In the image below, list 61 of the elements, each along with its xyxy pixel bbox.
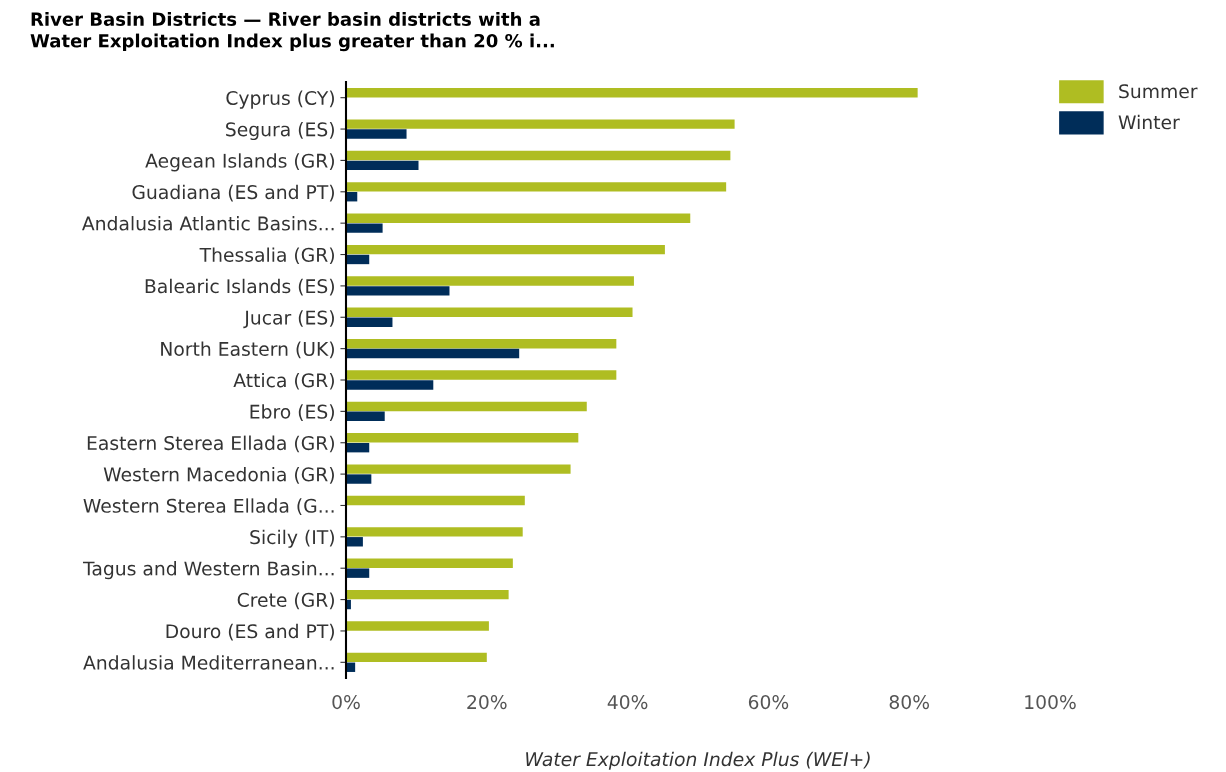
bar — [346, 182, 727, 192]
x-axis-title: Water Exploitation Index Plus (WEI+) — [526, 751, 870, 770]
bar — [346, 558, 513, 568]
bar — [346, 370, 617, 380]
y-tick-label: Douro (ES and PT) — [166, 623, 334, 641]
y-tick-label: Crete (GR) — [237, 592, 334, 610]
bar — [346, 223, 383, 233]
y-tick-label: Aegean Islands (GR) — [145, 153, 334, 172]
bar — [346, 527, 523, 537]
bar — [346, 621, 489, 631]
y-tick-label: Balearic Islands (ES) — [145, 278, 334, 296]
bar — [346, 276, 634, 286]
bar — [346, 338, 617, 349]
x-tick-label: 80% — [889, 695, 929, 710]
y-tick-label: Sicily (IT) — [250, 529, 334, 548]
bar — [346, 652, 487, 663]
bar — [346, 213, 691, 223]
y-tick-label: Attica (GR) — [233, 372, 334, 390]
bar — [346, 129, 407, 139]
y-tick-label: Eastern Sterea Ellada (GR) — [87, 435, 334, 453]
bar — [346, 254, 370, 265]
bar — [346, 495, 525, 506]
y-tick-label: Andalusia Atlantic Basins... — [81, 216, 334, 231]
y-tick-label: Andalusia Mediterranean... — [83, 655, 334, 670]
bar — [346, 589, 509, 600]
y-tick-label: Jucar (ES) — [243, 310, 334, 329]
y-tick-label: Segura (ES) — [226, 121, 334, 141]
bar — [346, 88, 918, 98]
legend-label: Summer — [1119, 84, 1198, 99]
bar — [346, 317, 393, 327]
bar — [346, 464, 571, 474]
bar — [346, 537, 363, 547]
bar — [346, 150, 731, 161]
bar — [346, 411, 385, 422]
x-tick-label: 0% — [332, 695, 360, 710]
bar — [346, 442, 370, 453]
y-tick-label: Tagus and Western Basin... — [82, 561, 334, 580]
bar — [346, 568, 370, 578]
bar — [346, 244, 665, 255]
bar — [346, 348, 520, 359]
y-tick-label: Western Sterea Ellada (G... — [83, 498, 334, 516]
y-tick-label: North Eastern (UK) — [161, 341, 334, 359]
y-tick-label: Guadiana (ES and PT) — [132, 184, 334, 202]
y-tick-label: Cyprus (CY) — [226, 90, 334, 109]
y-tick-label: Thessalia (GR) — [199, 247, 334, 265]
legend-label: Winter — [1118, 114, 1180, 130]
x-tick-label: 40% — [607, 695, 648, 710]
bar — [346, 160, 419, 171]
x-tick-label: 20% — [467, 695, 507, 710]
y-tick-label: Ebro (ES) — [250, 404, 334, 421]
bar — [346, 474, 372, 484]
x-tick-label: 100% — [1025, 695, 1076, 710]
chart-title: River Basin Districts — River basin districts with a Water Exploitation Index plus greater than 20 % i... — [30, 12, 554, 52]
bar — [346, 307, 633, 318]
bar — [346, 286, 450, 296]
bar — [346, 433, 579, 443]
y-tick-label: Western Macedonia (GR) — [103, 466, 334, 484]
bar — [346, 119, 735, 129]
bar — [346, 401, 587, 412]
x-tick-label: 60% — [748, 695, 789, 710]
bar — [346, 380, 434, 390]
